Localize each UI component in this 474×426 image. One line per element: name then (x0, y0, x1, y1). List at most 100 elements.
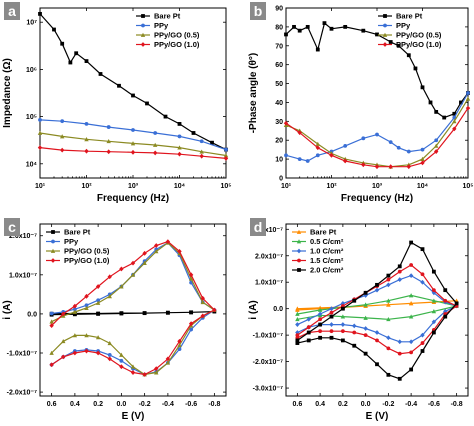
data-point (329, 152, 334, 158)
x-tick-label: -0.2 (382, 401, 394, 408)
data-point (130, 272, 136, 277)
y-tick-label: 0.0 (273, 306, 283, 313)
data-point (52, 27, 56, 32)
data-point (386, 277, 391, 282)
data-point (361, 136, 366, 141)
data-point (386, 335, 391, 341)
data-point (142, 372, 147, 377)
data-point (117, 83, 121, 88)
data-point (409, 263, 414, 267)
y-tick-label: 0.0 (27, 311, 37, 318)
data-point (375, 32, 379, 37)
data-point (188, 276, 194, 281)
data-point (84, 137, 89, 142)
y-tick-label: -2.0x10⁻⁷ (7, 390, 37, 397)
data-point (177, 338, 182, 344)
data-point (96, 312, 101, 316)
legend-entry: PPy/GO (0.5) (64, 247, 110, 256)
x-tick-label: 10² (326, 183, 337, 190)
legend-entry: Bare Pt (64, 228, 91, 237)
data-point (306, 325, 311, 330)
data-point (329, 26, 334, 31)
x-tick-label: 0.0 (117, 401, 127, 408)
data-point (386, 298, 391, 303)
data-point (329, 322, 334, 327)
x-tick-label: 0.2 (93, 401, 103, 408)
x-tick-label: 0.4 (315, 401, 325, 408)
series-ppy (38, 118, 228, 152)
legend-marker (383, 14, 387, 18)
y-axis-title: Impedance (Ω) (2, 58, 13, 128)
legend-entry: PPy (154, 21, 169, 30)
data-point (153, 131, 158, 135)
x-tick-label: 10⁴ (174, 183, 186, 190)
x-axis-title: E (V) (122, 411, 145, 422)
x-axis-title: E (V) (366, 411, 389, 422)
data-point (107, 340, 112, 346)
legend-marker (297, 268, 301, 272)
data-point (375, 338, 379, 343)
data-point (420, 156, 425, 162)
data-point (329, 335, 334, 340)
data-point (442, 115, 447, 120)
data-point (452, 126, 457, 132)
data-point (212, 307, 217, 313)
data-point (292, 24, 296, 29)
data-point (119, 311, 124, 316)
data-point (295, 316, 300, 322)
data-point (443, 288, 448, 293)
data-point (386, 302, 391, 307)
data-point (163, 114, 168, 119)
data-point (177, 134, 182, 139)
data-point (199, 149, 204, 154)
data-point (329, 314, 334, 319)
x-tick-label: 10² (81, 183, 92, 190)
data-point (434, 138, 439, 143)
data-point (420, 279, 425, 285)
data-point (84, 348, 89, 354)
x-axis-title: Frequency (Hz) (341, 193, 413, 204)
data-point (84, 122, 89, 126)
legend-entry: PPy/GO (0.5) (396, 31, 442, 40)
data-point (386, 372, 391, 377)
data-point (352, 330, 357, 335)
data-point (297, 157, 302, 162)
panel-label: b (250, 2, 266, 20)
y-tick-label: 70 (275, 43, 283, 50)
data-point (295, 330, 300, 335)
data-point (61, 311, 66, 317)
data-point (420, 349, 425, 353)
y-tick-label: 30 (275, 119, 283, 126)
data-point (459, 100, 463, 105)
data-point (452, 111, 457, 116)
x-tick-label: 10⁴ (417, 183, 429, 190)
data-point (95, 335, 101, 340)
data-point (433, 143, 439, 148)
data-point (318, 335, 323, 340)
data-point (72, 333, 78, 338)
legend-entry: PPy/GO (1.0) (64, 256, 110, 265)
legend-entry: PPy (396, 21, 411, 30)
y-axis-title: i (A) (2, 300, 13, 319)
data-point (199, 139, 204, 144)
data-point (60, 41, 65, 46)
x-tick-label: 0.6 (47, 401, 57, 408)
data-point (317, 311, 323, 317)
data-point (295, 338, 300, 343)
y-tick-label: 2.0x10⁻⁷ (9, 233, 37, 240)
data-point (130, 141, 136, 146)
y-tick-label: 1.0x10⁻⁷ (255, 280, 283, 287)
series-ppy-go-1-0- (49, 239, 217, 377)
panel-label-text: c (8, 219, 16, 235)
data-point (61, 354, 66, 360)
legend-entry: PPy/GO (1.0) (154, 40, 200, 49)
legend-entry: Bare Pt (154, 12, 181, 21)
data-point (388, 164, 393, 170)
chart-panel-c: 0.6 0.4 0.2 0.0 -0.2 -0.4 -0.6 -0.8 -2.0x10⁻⁷ -1.… (2, 218, 227, 422)
data-point (397, 277, 402, 282)
x-tick-label: 10³ (372, 183, 383, 190)
data-point (119, 266, 124, 272)
legend-entry: PPy (64, 237, 79, 246)
data-point (363, 290, 368, 295)
data-point (59, 147, 65, 153)
